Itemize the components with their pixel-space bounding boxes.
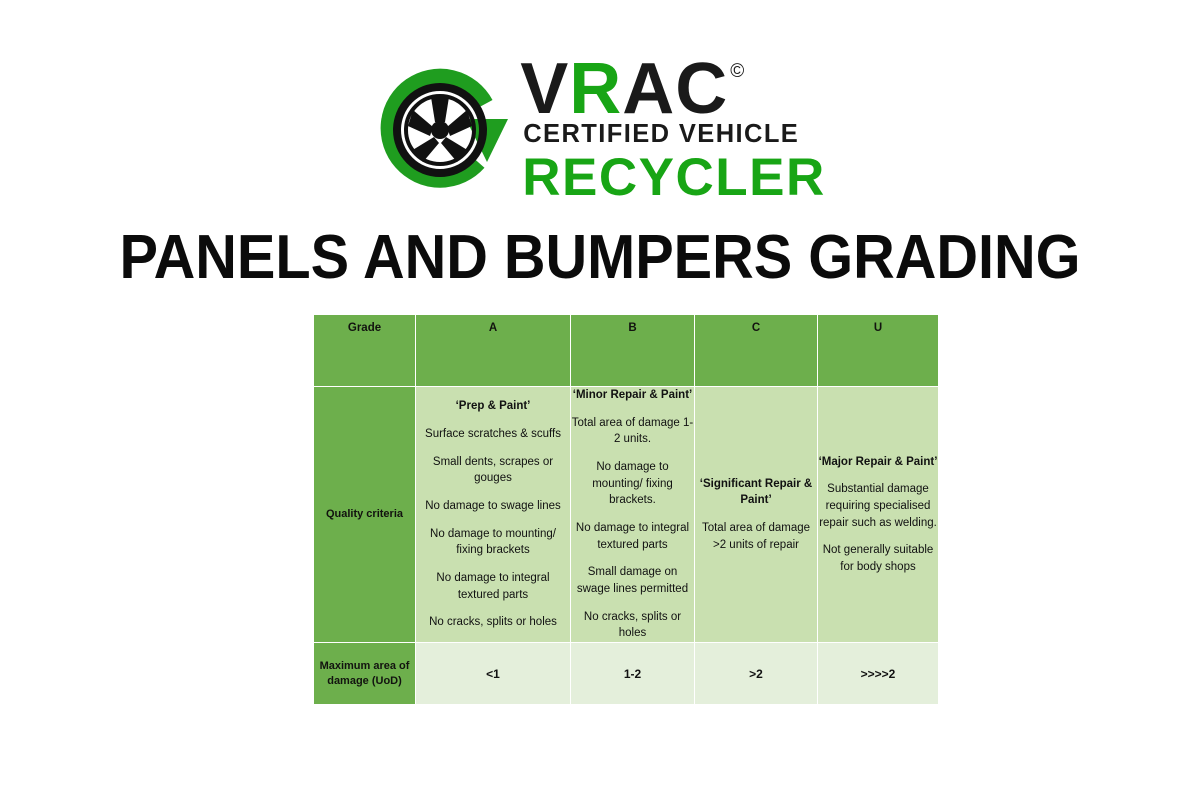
grading-table: Grade A B C U Quality criteria ‘Prep & P… xyxy=(313,314,939,706)
criteria-a-line-4: No damage to mounting/ fixing brackets xyxy=(430,527,556,557)
cell-criteria-b: ‘Minor Repair & Paint’ Total area of dam… xyxy=(570,385,695,644)
criteria-a-line-5: No damage to integral textured parts xyxy=(436,571,550,601)
criteria-a-line-6: No cracks, splits or holes xyxy=(429,616,557,629)
criteria-a-line-3: No damage to swage lines xyxy=(425,499,561,512)
criteria-b-line-2: No damage to mounting/ fixing brackets. xyxy=(592,461,673,507)
row-label-maximum-area: Maximum area of damage (UoD) xyxy=(313,642,416,706)
cell-criteria-c: ‘Significant Repair & Paint’ Total area … xyxy=(694,385,818,644)
criteria-b-line-1: Total area of damage 1-2 units. xyxy=(571,416,694,446)
max-area-value-c: >2 xyxy=(694,642,818,706)
max-area-value-u: >>>>2 xyxy=(817,642,939,706)
criteria-c-line-1: Total area of damage >2 units of repair xyxy=(701,522,811,551)
header-column-c: C xyxy=(694,314,818,387)
criteria-b-line-5: No cracks, splits or holes xyxy=(583,610,682,640)
vrac-logo: V R AC © CERTIFIED VEHICLE RECYCLER xyxy=(0,49,1200,208)
criteria-b-line-3: No damage to integral textured parts xyxy=(575,522,690,551)
header-column-b: B xyxy=(570,314,695,387)
criteria-b-heading: ‘Minor Repair & Paint’ xyxy=(572,389,693,401)
logo-recycler: RECYCLER xyxy=(522,148,826,208)
logo-letters-ac: AC xyxy=(622,49,729,129)
copyright-icon: © xyxy=(730,61,746,82)
row-label-quality-criteria: Quality criteria xyxy=(313,385,416,644)
max-area-value-b: 1-2 xyxy=(570,642,695,706)
max-area-value-a: <1 xyxy=(415,642,571,706)
logo-subline: CERTIFIED VEHICLE xyxy=(523,120,800,149)
logo-letter-v: V xyxy=(520,49,570,129)
logo-wordmark: V R AC © xyxy=(520,49,746,129)
criteria-a-line-2: Small dents, scrapes or gouges xyxy=(432,455,554,485)
page-title: PANELS AND BUMPERS GRADING xyxy=(119,223,1081,292)
header-grade-label: Grade xyxy=(313,314,416,387)
criteria-c-heading: ‘Significant Repair & Paint’ xyxy=(699,477,813,507)
header-column-u: U xyxy=(817,314,939,387)
cell-criteria-a: ‘Prep & Paint’ Surface scratches & scuff… xyxy=(415,385,571,644)
table-row-maximum-area: Maximum area of damage (UoD) <1 1-2 >2 >… xyxy=(313,642,939,706)
criteria-u-heading: ‘Major Repair & Paint’ xyxy=(818,455,938,468)
table-header-row: Grade A B C U xyxy=(313,314,939,387)
criteria-u-line-2: Not generally suitable for body shops xyxy=(822,544,934,573)
table-row-quality-criteria: Quality criteria ‘Prep & Paint’ Surface … xyxy=(313,385,939,644)
logo-letter-r: R xyxy=(569,49,623,129)
recycling-arrow-wheel-icon xyxy=(374,66,514,196)
cell-criteria-u: ‘Major Repair & Paint’ Substantial damag… xyxy=(817,385,939,644)
criteria-b-line-4: Small damage on swage lines permitted xyxy=(576,566,689,596)
criteria-a-line-1: Surface scratches & scuffs xyxy=(425,427,561,440)
header-column-a: A xyxy=(415,314,571,387)
criteria-u-line-1: Substantial damage requiring specialised… xyxy=(819,483,937,529)
criteria-a-heading: ‘Prep & Paint’ xyxy=(455,400,531,413)
